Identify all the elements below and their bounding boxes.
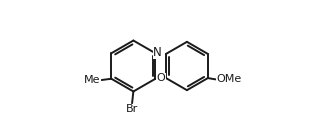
Text: Br: Br (126, 104, 138, 114)
Text: O: O (156, 73, 165, 83)
Text: N: N (153, 46, 162, 59)
Text: OMe: OMe (216, 74, 241, 84)
Text: Me: Me (84, 75, 101, 85)
